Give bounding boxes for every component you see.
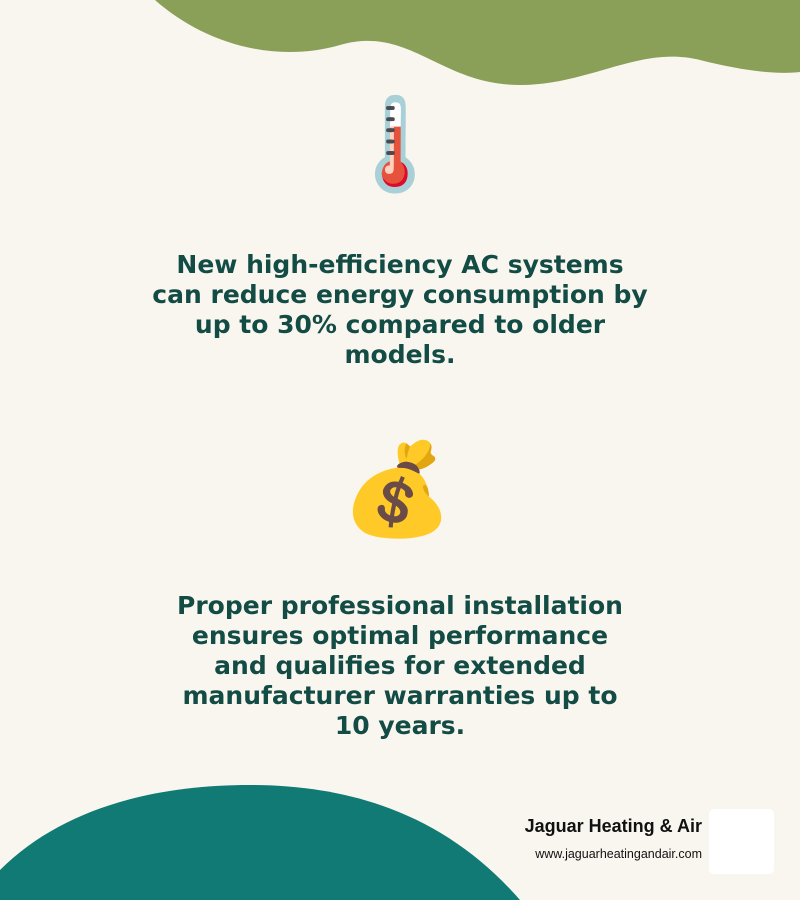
logo-placeholder [709,809,774,874]
thermometer-icon: 🌡️ [338,92,452,197]
brand-block: Jaguar Heating & Air www.jaguarheatingan… [525,816,702,861]
brand-name: Jaguar Heating & Air [524,816,702,836]
top-wave-shape [155,0,800,85]
brand-url[interactable]: www.jaguarheatingandair.com [535,847,702,861]
fact-energy-text: New high-efficiency AC systems can reduc… [152,250,648,369]
bottom-arc-shape [0,785,520,900]
money-bag-icon: 💰 [340,437,454,542]
fact-warranty-text: Proper professional installation ensures… [177,591,623,740]
